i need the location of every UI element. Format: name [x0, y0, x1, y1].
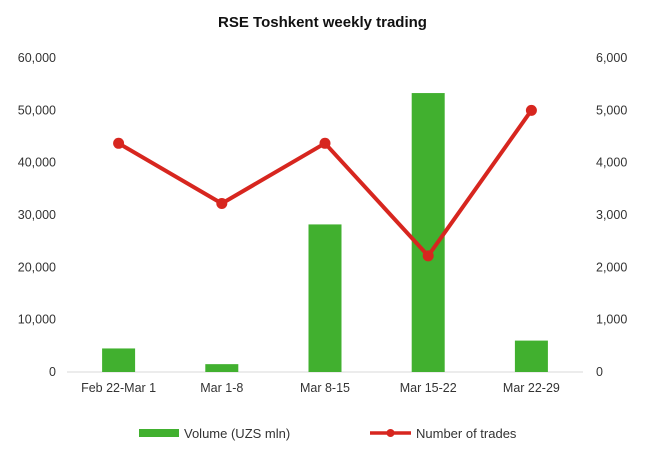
trades-point	[525, 104, 537, 116]
volume-bar	[411, 93, 445, 373]
x-tick-label: Mar 1-8	[200, 381, 243, 395]
y-right-tick-label: 2,000	[596, 260, 627, 274]
y-left-tick-label: 20,000	[18, 260, 56, 274]
volume-bar	[205, 364, 239, 372]
y-left-tick-label: 30,000	[18, 208, 56, 222]
trades-point	[422, 250, 434, 262]
trades-point	[319, 137, 331, 149]
y-right-tick-label: 1,000	[596, 313, 627, 327]
legend-swatch-volume	[139, 429, 179, 437]
y-left-tick-label: 60,000	[18, 51, 56, 65]
y-left-tick-label: 10,000	[18, 313, 56, 327]
x-tick-label: Mar 22-29	[503, 381, 560, 395]
chart-title: RSE Toshkent weekly trading	[218, 14, 427, 31]
x-tick-label: Mar 8-15	[300, 381, 350, 395]
y-right-tick-label: 3,000	[596, 208, 627, 222]
y-right-tick-label: 6,000	[596, 51, 627, 65]
volume-bar	[514, 340, 548, 372]
y-right-tick-label: 4,000	[596, 156, 627, 170]
trades-point	[113, 137, 125, 149]
y-right-tick-label: 0	[596, 365, 603, 379]
y-left-tick-label: 40,000	[18, 156, 56, 170]
legend-marker-trades	[386, 429, 395, 437]
x-tick-label: Mar 15-22	[400, 381, 457, 395]
y-left-tick-label: 50,000	[18, 103, 56, 117]
x-tick-label: Feb 22-Mar 1	[81, 381, 156, 395]
y-left-tick-label: 0	[49, 365, 56, 379]
legend-label-volume: Volume (UZS mln)	[184, 426, 290, 441]
y-right-tick-label: 5,000	[596, 103, 627, 117]
volume-bar	[308, 224, 342, 372]
trades-point	[216, 197, 228, 209]
volume-bar	[102, 348, 136, 372]
legend-label-trades: Number of trades	[416, 426, 517, 441]
